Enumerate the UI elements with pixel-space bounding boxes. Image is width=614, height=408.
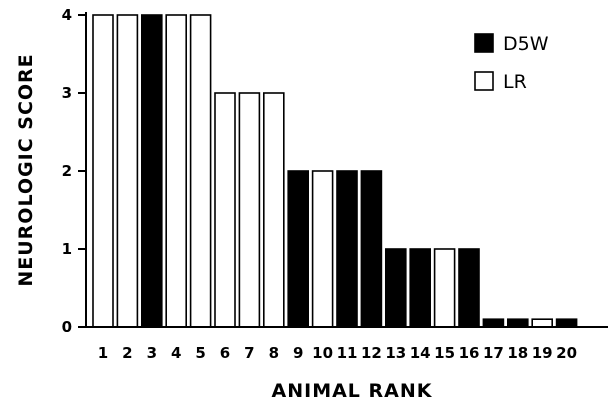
x-tick-label: 2: [122, 344, 132, 362]
y-tick-label: 2: [62, 162, 72, 180]
x-tick-label: 15: [434, 344, 455, 362]
bar-2: [116, 14, 139, 328]
y-tick-label: 4: [62, 6, 72, 24]
x-tick-label: 12: [361, 344, 382, 362]
y-tick-label: 3: [62, 84, 72, 102]
bar-14: [409, 248, 432, 328]
x-tick-label: 19: [532, 344, 553, 362]
y-tick-labels: 0 1 2 3 4: [62, 6, 72, 336]
y-tick-label: 1: [62, 240, 72, 258]
bar-13: [384, 248, 407, 328]
x-tick-label: 6: [220, 344, 230, 362]
bar-9: [287, 170, 310, 328]
legend-label-d5w: D5W: [503, 33, 549, 55]
x-tick-label: 13: [385, 344, 406, 362]
bar-12: [360, 170, 383, 328]
x-tick-label: 9: [293, 344, 303, 362]
bar-16: [458, 248, 480, 328]
x-tick-label: 4: [171, 344, 181, 362]
bar-7: [238, 92, 261, 328]
x-tick-label: 17: [483, 344, 504, 362]
x-tick-label: 3: [147, 344, 157, 362]
bar-19: [531, 318, 554, 328]
bar-11: [336, 170, 358, 328]
x-tick-label: 14: [410, 344, 431, 362]
x-tick-label: 5: [195, 344, 205, 362]
x-tick-label: 7: [244, 344, 254, 362]
bar-3: [141, 14, 163, 328]
bar-17: [482, 318, 505, 328]
legend-label-lr: LR: [503, 71, 527, 93]
x-tick-label: 16: [459, 344, 480, 362]
y-axis-title: NEUROLOGIC SCORE: [15, 53, 37, 286]
bar-8: [262, 92, 285, 328]
x-tick-label: 1: [98, 344, 108, 362]
x-tick-label: 8: [269, 344, 279, 362]
x-tick-label: 20: [556, 344, 577, 362]
x-tick-label: 18: [507, 344, 528, 362]
bar-20: [555, 318, 578, 328]
bar-1: [92, 14, 114, 328]
x-tick-label: 10: [312, 344, 333, 362]
x-tick-label: 11: [337, 344, 358, 362]
legend-swatch-d5w: [474, 33, 494, 53]
y-tick-label: 0: [62, 318, 72, 336]
bar-18: [506, 318, 529, 328]
x-axis-title: ANIMAL RANK: [272, 380, 433, 402]
bar-10: [311, 170, 334, 328]
legend-swatch-lr: [474, 71, 494, 91]
bar-15: [433, 248, 456, 328]
legend: D5W LR: [474, 33, 549, 93]
bar-4: [165, 14, 187, 328]
axes: [78, 12, 608, 328]
x-tick-labels: 1 2 3 4 5 6 7 8 9 10 11 12 13 14 15 16 17 18 19 20: [98, 344, 577, 362]
bar-6: [214, 92, 236, 328]
bars: [92, 14, 578, 328]
bar-5: [189, 14, 212, 328]
